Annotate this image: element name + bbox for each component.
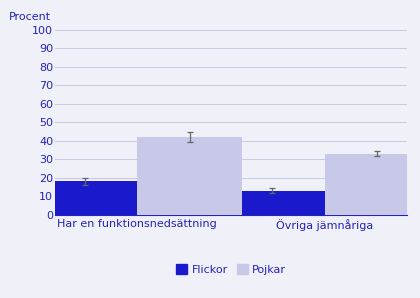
Legend: Flickor, Pojkar: Flickor, Pojkar xyxy=(171,260,291,279)
Bar xyxy=(137,137,242,215)
Bar xyxy=(325,153,420,215)
Bar xyxy=(220,190,325,215)
Bar xyxy=(32,181,137,215)
Text: Procent: Procent xyxy=(9,13,51,22)
